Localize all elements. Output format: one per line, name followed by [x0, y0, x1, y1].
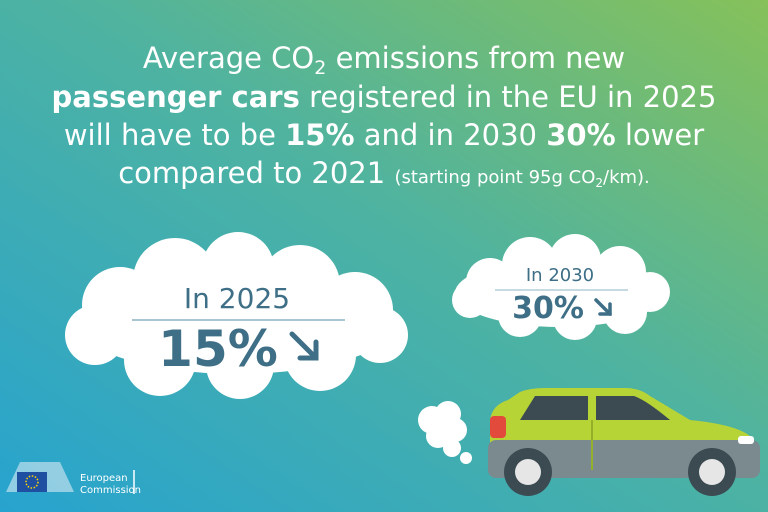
cloud: [452, 234, 670, 340]
bold-text: passenger cars: [52, 80, 300, 114]
text: lower: [616, 118, 705, 152]
headline-line: Average CO2 emissions from new: [143, 41, 625, 79]
logo-text: Commission: [80, 485, 141, 496]
headline-line: compared to 2021 (starting point 95g CO2…: [118, 156, 650, 190]
headline-line: will have to be 15% and in 2030 30% lowe…: [64, 118, 704, 152]
headline-line: passenger cars registered in the EU in 2…: [52, 80, 717, 114]
cloud-label: In 2025: [184, 282, 290, 315]
logo-text: European: [80, 473, 128, 484]
text: registered in the EU in 2025: [300, 80, 717, 114]
down-arrow: [594, 298, 612, 316]
subscript: 2: [314, 57, 326, 79]
cloud-value: 30%: [512, 291, 584, 326]
bold-text: 30%: [546, 118, 615, 152]
small-text: /km).: [603, 167, 650, 188]
text: compared to 2021: [118, 156, 394, 190]
exhaust-puff: [418, 401, 472, 464]
cloud-label: In 2030: [526, 265, 594, 286]
text: will have to be: [64, 118, 285, 152]
subscript: 2: [595, 176, 603, 190]
ec-logo: [6, 462, 135, 494]
cloud-value: 15%: [158, 320, 278, 378]
text: emissions from new: [326, 41, 625, 75]
small-text: (starting point 95g CO: [394, 167, 595, 188]
bold-text: 15%: [285, 118, 354, 152]
text: and in 2030: [355, 118, 547, 152]
down-arrow: [289, 331, 319, 361]
text: Average CO: [143, 41, 314, 75]
car: [488, 388, 760, 496]
